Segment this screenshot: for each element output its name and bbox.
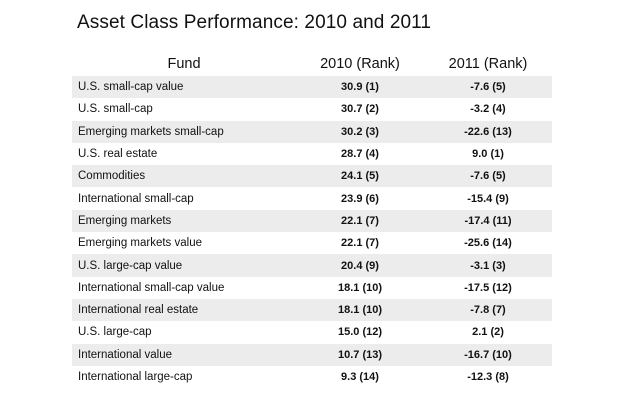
value-2010-cell: 18.1 (10) bbox=[337, 281, 383, 294]
fund-cell: Emerging markets bbox=[78, 214, 172, 227]
value-2010-cell: 10.7 (13) bbox=[337, 348, 383, 361]
value-2010-cell: 30.9 (1) bbox=[341, 81, 379, 94]
column-header-2011: 2011 (Rank) bbox=[448, 56, 528, 72]
value-2011-cell: -3.1 (3) bbox=[470, 259, 506, 272]
table-row: Commodities 24.1 (5) -7.6 (5) bbox=[72, 165, 552, 188]
value-2011-cell: -3.2 (4) bbox=[470, 103, 506, 116]
table-row: Emerging markets small-cap 30.2 (3) -22.… bbox=[72, 120, 552, 143]
column-header-fund: Fund bbox=[167, 56, 201, 72]
value-2010-cell: 23.9 (6) bbox=[341, 192, 379, 205]
fund-cell: U.S. large-cap bbox=[78, 326, 152, 339]
value-2011-cell: -7.8 (7) bbox=[470, 304, 506, 317]
value-2010-cell: 22.1 (7) bbox=[341, 214, 379, 227]
table-row: International small-cap 23.9 (6) -15.4 (… bbox=[72, 187, 552, 209]
value-2011-cell: -7.6 (5) bbox=[470, 81, 506, 94]
fund-cell: Commodities bbox=[78, 170, 146, 183]
fund-cell: International large-cap bbox=[78, 371, 193, 383]
value-2011-cell: -16.7 (10) bbox=[464, 348, 512, 361]
fund-cell: U.S. small-cap bbox=[78, 103, 153, 116]
table-row: International large-cap 9.3 (14) -12.3 (… bbox=[72, 366, 552, 388]
page-title: Asset Class Performance: 2010 and 2011 bbox=[77, 12, 432, 33]
value-2011-cell: -17.4 (11) bbox=[464, 214, 512, 227]
table-row: U.S. large-cap value 20.4 (9) -3.1 (3) bbox=[72, 254, 552, 277]
value-2011-cell: 9.0 (1) bbox=[472, 148, 504, 161]
value-2011-cell: -7.6 (5) bbox=[470, 170, 506, 183]
fund-cell: Emerging markets small-cap bbox=[78, 125, 224, 138]
value-2010-cell: 30.2 (3) bbox=[341, 125, 379, 138]
fund-cell: U.S. real estate bbox=[78, 148, 158, 161]
table-row: U.S. real estate 28.7 (4) 9.0 (1) bbox=[72, 143, 552, 165]
fund-cell: U.S. large-cap value bbox=[78, 259, 183, 272]
value-2010-cell: 9.3 (14) bbox=[341, 371, 379, 383]
table-row: Emerging markets value 22.1 (7) -25.6 (1… bbox=[72, 232, 552, 254]
column-header-2010: 2010 (Rank) bbox=[320, 56, 400, 72]
fund-cell: International small-cap value bbox=[78, 281, 225, 294]
fund-cell: U.S. small-cap value bbox=[78, 81, 184, 94]
table-row: International real estate 18.1 (10) -7.8… bbox=[72, 298, 552, 322]
fund-cell: International value bbox=[78, 348, 172, 361]
value-2010-cell: 30.7 (2) bbox=[341, 103, 379, 116]
value-2010-cell: 24.1 (5) bbox=[341, 170, 379, 183]
value-2011-cell: -15.4 (9) bbox=[467, 192, 509, 205]
value-2011-cell: -17.5 (12) bbox=[464, 281, 512, 294]
performance-table: Fund 2010 (Rank) 2011 (Rank) U.S. small-… bbox=[72, 52, 552, 388]
table-row: U.S. small-cap value 30.9 (1) -7.6 (5) bbox=[72, 76, 552, 99]
fund-cell: Emerging markets value bbox=[78, 237, 202, 250]
table-row: U.S. large-cap 15.0 (12) 2.1 (2) bbox=[72, 321, 552, 343]
value-2010-cell: 20.4 (9) bbox=[341, 259, 379, 272]
table-row: International small-cap value 18.1 (10) … bbox=[72, 277, 552, 299]
value-2010-cell: 22.1 (7) bbox=[341, 237, 379, 250]
value-2010-cell: 18.1 (10) bbox=[337, 304, 383, 317]
table-row: Emerging markets 22.1 (7) -17.4 (11) bbox=[72, 209, 552, 233]
value-2010-cell: 28.7 (4) bbox=[341, 148, 379, 161]
fund-cell: International small-cap bbox=[78, 192, 194, 205]
value-2011-cell: -12.3 (8) bbox=[467, 371, 509, 383]
value-2011-cell: -25.6 (14) bbox=[464, 237, 512, 250]
value-2011-cell: 2.1 (2) bbox=[472, 326, 504, 339]
table-row: International value 10.7 (13) -16.7 (10) bbox=[72, 343, 552, 366]
table-header: Fund 2010 (Rank) 2011 (Rank) bbox=[72, 52, 552, 76]
table-row: U.S. small-cap 30.7 (2) -3.2 (4) bbox=[72, 98, 552, 120]
value-2011-cell: -22.6 (13) bbox=[464, 125, 512, 138]
value-2010-cell: 15.0 (12) bbox=[337, 326, 383, 339]
fund-cell: International real estate bbox=[78, 304, 199, 317]
